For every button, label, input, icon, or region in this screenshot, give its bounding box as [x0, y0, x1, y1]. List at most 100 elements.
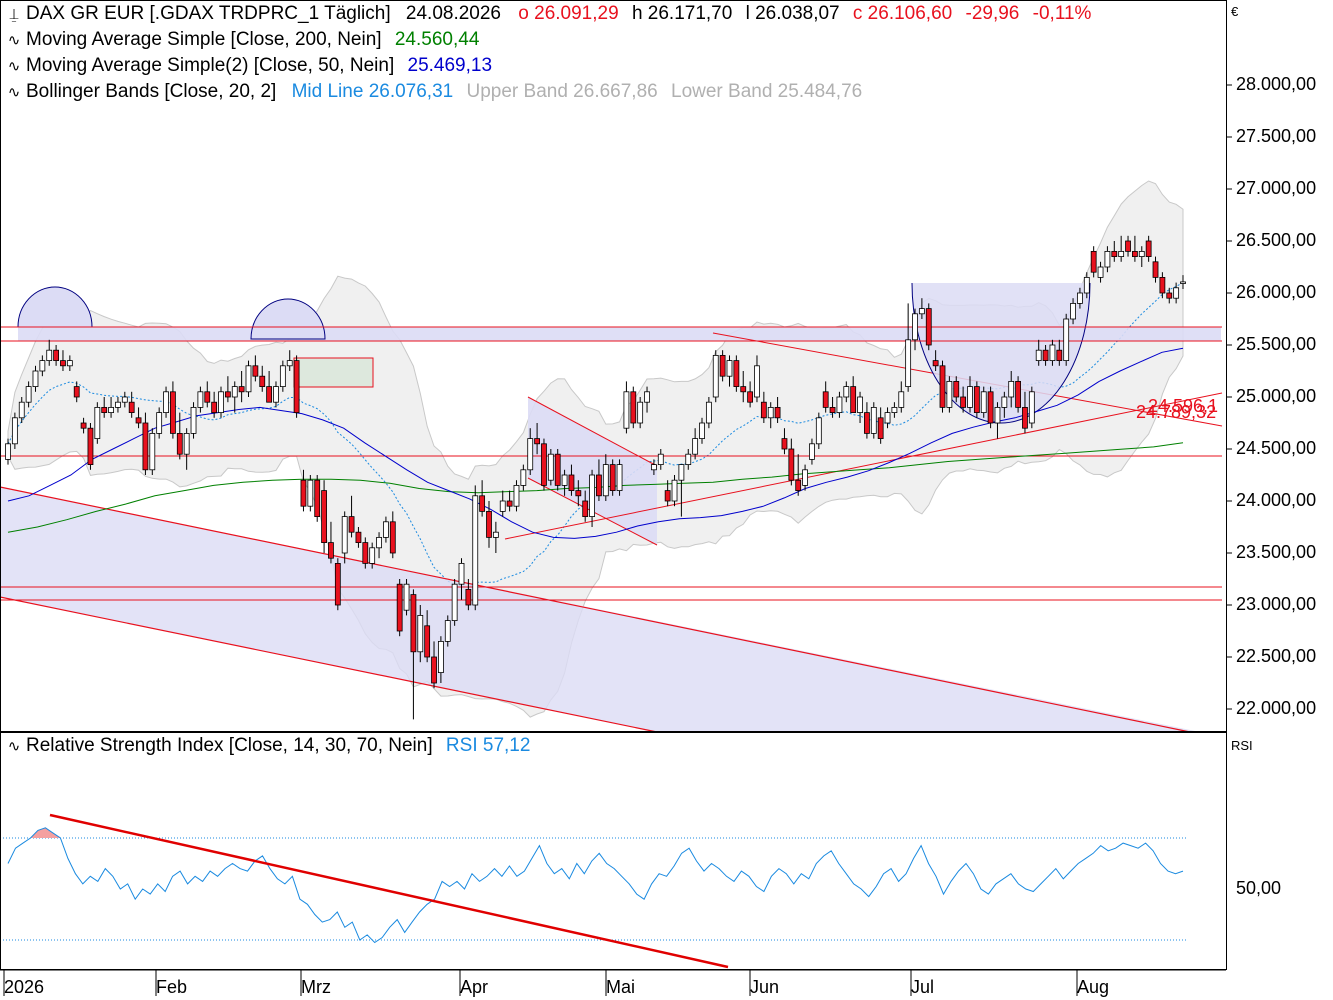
- x-tick-label: Feb: [156, 977, 188, 997]
- moving-averages: [7, 347, 1184, 539]
- candle-body: [328, 542, 334, 559]
- candle-body: [857, 396, 863, 413]
- candle-body: [1070, 302, 1076, 320]
- candle-body: [685, 453, 692, 466]
- candle-body: [11, 417, 18, 445]
- candle-body: [568, 474, 575, 491]
- candle-body: [1090, 250, 1097, 273]
- candle-body: [46, 349, 53, 362]
- line-icon: ∿: [7, 57, 21, 75]
- candle-body: [135, 417, 142, 424]
- y-tick-label: 24.500,00: [1236, 438, 1317, 458]
- candle-body: [273, 386, 279, 403]
- candle-body: [596, 474, 602, 497]
- candle-body: [499, 500, 506, 512]
- candle-body: [369, 547, 376, 564]
- candle-body: [39, 360, 46, 372]
- instrument-legend: ⍊ DAX GR EUR [.GDAX TRDPRC_1 Täglich] 24.…: [4, 3, 1093, 25]
- candle-body: [417, 615, 424, 653]
- y-tick-label: 26.500,00: [1236, 230, 1317, 250]
- candle-body: [376, 537, 382, 549]
- candle-body: [630, 391, 637, 424]
- candle-body: [1152, 261, 1159, 278]
- candle-body: [87, 427, 94, 466]
- candle-body: [18, 401, 25, 419]
- candle-body: [224, 391, 231, 398]
- candle-body: [424, 625, 431, 658]
- trendline-label: 24.789,32: [1136, 402, 1216, 422]
- candle-body: [437, 641, 444, 674]
- candle-body: [383, 521, 389, 538]
- candle-body: [1022, 406, 1028, 429]
- rsi-axis-label: RSI: [1231, 738, 1253, 753]
- candle-body: [176, 432, 183, 455]
- y-tick-label: 27.500,00: [1236, 126, 1317, 146]
- x-tick-label: Jul: [911, 977, 935, 997]
- candle-body: [967, 386, 973, 408]
- candle-body: [5, 443, 11, 460]
- candle-body: [891, 406, 898, 413]
- y-tick-label: 25.500,00: [1236, 334, 1317, 354]
- candle-body: [905, 339, 912, 387]
- y-tick-label: 26.000,00: [1236, 282, 1317, 302]
- rsi-value: RSI 57,12: [445, 735, 531, 756]
- y-tick-label: 23.000,00: [1236, 594, 1317, 614]
- x-tick-label: Jun: [750, 977, 780, 997]
- gap-box: [293, 357, 374, 388]
- candle-body: [121, 396, 128, 403]
- candle-body: [334, 563, 341, 606]
- candle-body: [657, 453, 664, 466]
- candle-body: [1173, 287, 1180, 299]
- candle-body: [609, 464, 616, 492]
- x-tick-label: Mai: [606, 977, 636, 997]
- ma200-legend: ∿ Moving Average Simple [Close, 200, Nein…: [4, 29, 481, 51]
- candle-body: [410, 594, 417, 653]
- candle-body: [884, 412, 891, 424]
- candle-body: [101, 406, 108, 413]
- candle-body: [170, 391, 176, 434]
- candle-body: [1104, 250, 1111, 268]
- candle-body: [355, 531, 362, 544]
- candle-body: [712, 354, 719, 398]
- rsi-trendline: [49, 813, 729, 969]
- candle-body: [616, 464, 623, 492]
- candle-body: [142, 422, 149, 471]
- candle-body: [939, 365, 946, 408]
- candle-body: [1083, 276, 1090, 294]
- candle-body: [932, 360, 939, 367]
- ma200-value: 24.560,44: [394, 29, 480, 50]
- candle-body: [664, 490, 671, 502]
- candle-body: [692, 438, 699, 455]
- candle-body: [520, 469, 527, 486]
- rsi-panel: [0, 813, 1187, 969]
- candle-body: [781, 438, 788, 450]
- candle-body: [589, 474, 595, 517]
- line-icon: ∿: [7, 737, 21, 755]
- candle-body: [623, 391, 630, 429]
- candle-body: [1166, 292, 1173, 299]
- candle-body: [719, 354, 726, 377]
- candle-body: [850, 386, 857, 414]
- candle-body: [1159, 276, 1166, 294]
- candle-body: [389, 521, 396, 554]
- candle-body: [211, 401, 218, 414]
- candle-body: [341, 516, 348, 554]
- ma50-line: [7, 347, 1184, 539]
- candle-body: [238, 386, 245, 393]
- ma50-legend: ∿ Moving Average Simple(2) [Close, 50, Ne…: [4, 55, 494, 77]
- candle-body: [231, 386, 238, 398]
- candle-body: [946, 380, 953, 408]
- candle-body: [994, 406, 1001, 424]
- candle-body: [321, 490, 327, 544]
- top-arc-left: [17, 286, 93, 328]
- rsi-tick-label: 50,00: [1236, 878, 1282, 898]
- candle-body: [403, 583, 410, 611]
- rsi-line: [7, 827, 1184, 944]
- candle-body: [465, 589, 472, 606]
- candle-body: [843, 386, 850, 398]
- candle-body: [25, 386, 32, 403]
- ma50-value: 25.469,13: [407, 55, 493, 76]
- candle-body: [561, 474, 568, 486]
- candle-body: [1056, 349, 1063, 362]
